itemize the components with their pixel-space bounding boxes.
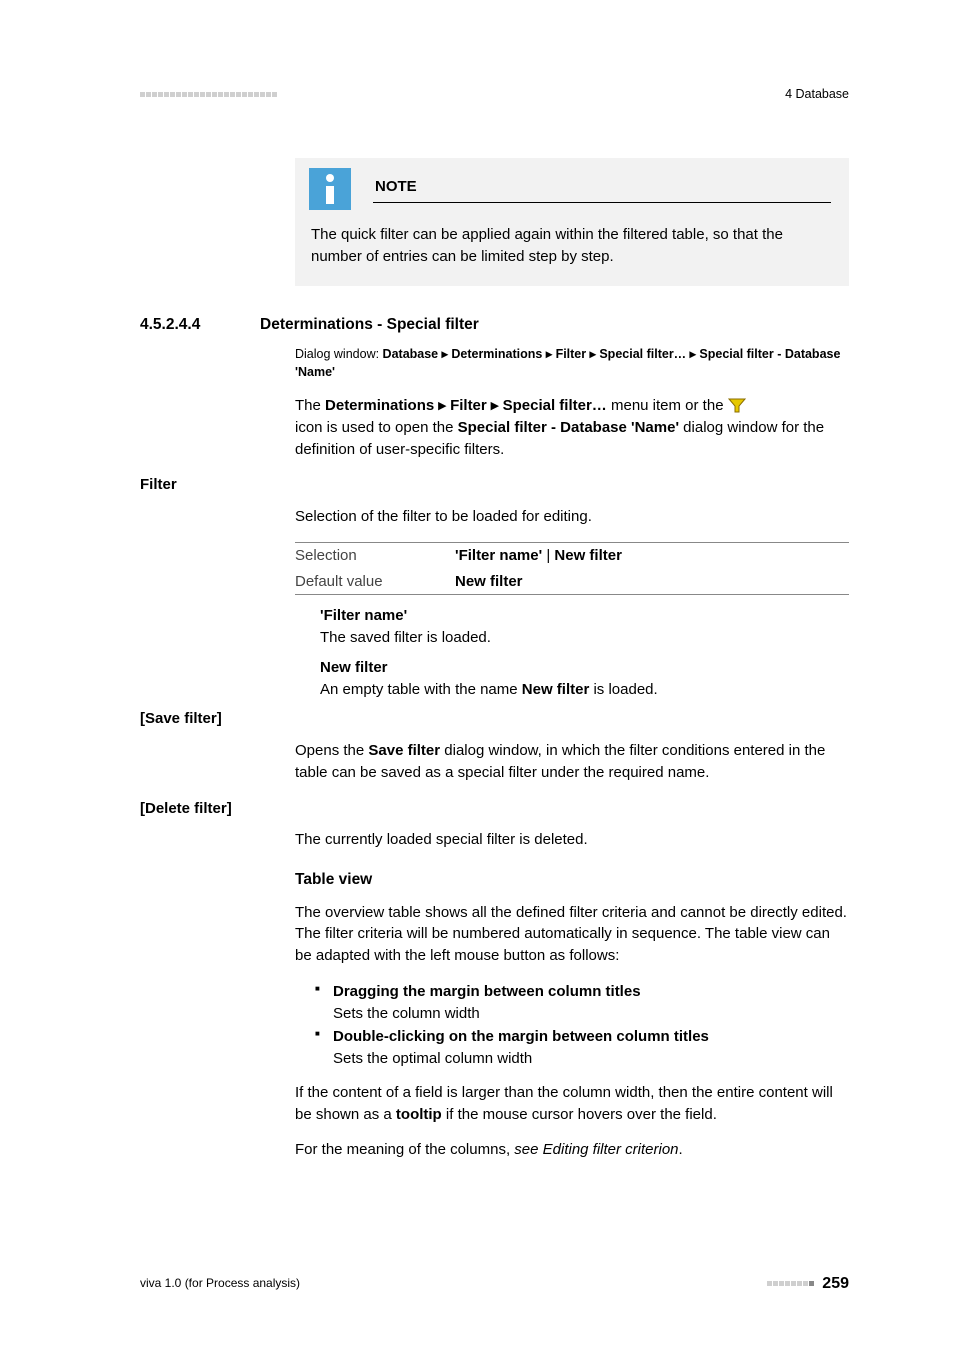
p3-b: see Editing filter criterion (514, 1141, 678, 1158)
b1-title: Dragging the margin between column title… (333, 983, 641, 1000)
section-title: Determinations - Special filter (260, 314, 479, 336)
filter-label: Filter (140, 474, 849, 496)
save-b: Save filter (368, 742, 440, 759)
info-icon (309, 168, 351, 210)
selection-label: Selection (295, 545, 455, 567)
intro-text3: icon is used to open the (295, 419, 458, 436)
p3-c: . (679, 1141, 683, 1158)
table-view-p3: For the meaning of the columns, see Edit… (295, 1139, 849, 1161)
b2-desc: Sets the optimal column width (333, 1050, 532, 1067)
nf-c: is loaded. (589, 681, 657, 698)
table-view-bullets: Dragging the margin between column title… (315, 981, 849, 1070)
filtername-title: 'Filter name' (320, 605, 849, 627)
page-header: 4 Database (140, 85, 849, 103)
section-heading: 4.5.2.4.4 Determinations - Special filte… (140, 314, 849, 336)
intro-paragraph: The Determinations ▸ Filter ▸ Special fi… (295, 395, 849, 460)
intro-text2: menu item or the (607, 397, 728, 414)
b2-title: Double-clicking on the margin between co… (333, 1028, 709, 1045)
table-view-heading: Table view (295, 869, 849, 891)
section-number: 4.5.2.4.4 (140, 314, 230, 336)
table-view-p1: The overview table shows all the defined… (295, 902, 849, 967)
delete-filter-desc: The currently loaded special filter is d… (295, 829, 849, 851)
dialog-prefix: Dialog window: (295, 347, 383, 361)
intro-text: The (295, 397, 325, 414)
selection-value: 'Filter name' (455, 547, 542, 564)
nf-b: New filter (522, 681, 590, 698)
newfilter-desc: An empty table with the name New filter … (320, 679, 849, 701)
note-body: The quick filter can be applied again wi… (311, 224, 831, 268)
newfilter-title: New filter (320, 657, 849, 679)
footer-left: viva 1.0 (for Process analysis) (140, 1275, 300, 1292)
note-callout: NOTE The quick filter can be applied aga… (295, 158, 849, 286)
dialog-path: Dialog window: Database ▸ Determinations… (295, 346, 849, 381)
p2-c: if the mouse cursor hovers over the fiel… (442, 1106, 717, 1123)
table-view-p2: If the content of a field is larger than… (295, 1082, 849, 1126)
save-a: Opens the (295, 742, 368, 759)
footer-decoration (767, 1281, 814, 1286)
p3-a: For the meaning of the columns, (295, 1141, 514, 1158)
nf-a: An empty table with the name (320, 681, 522, 698)
save-filter-desc: Opens the Save filter dialog window, in … (295, 740, 849, 784)
selection-table: Selection 'Filter name' | New filter Def… (295, 542, 849, 596)
delete-filter-label: [Delete filter] (140, 798, 849, 820)
note-title: NOTE (373, 176, 831, 203)
default-value: New filter (455, 573, 523, 590)
filtername-desc: The saved filter is loaded. (320, 627, 849, 649)
filter-name-def: 'Filter name' The saved filter is loaded… (320, 605, 849, 700)
chapter-label: 4 Database (785, 85, 849, 103)
page-footer: viva 1.0 (for Process analysis) 259 (140, 1272, 849, 1295)
default-label: Default value (295, 571, 455, 593)
filter-funnel-icon (728, 398, 746, 414)
save-filter-label: [Save filter] (140, 708, 849, 730)
page-number: 259 (822, 1272, 849, 1295)
bullet-drag: Dragging the margin between column title… (315, 981, 849, 1025)
filter-desc: Selection of the filter to be loaded for… (295, 506, 849, 528)
bullet-dblclick: Double-clicking on the margin between co… (315, 1026, 849, 1070)
b1-desc: Sets the column width (333, 1005, 480, 1022)
header-decoration (140, 92, 277, 97)
p2-b: tooltip (396, 1106, 442, 1123)
intro-menu: Determinations ▸ Filter ▸ Special filter… (325, 397, 607, 414)
intro-dialog-name: Special filter - Database 'Name' (458, 419, 679, 436)
